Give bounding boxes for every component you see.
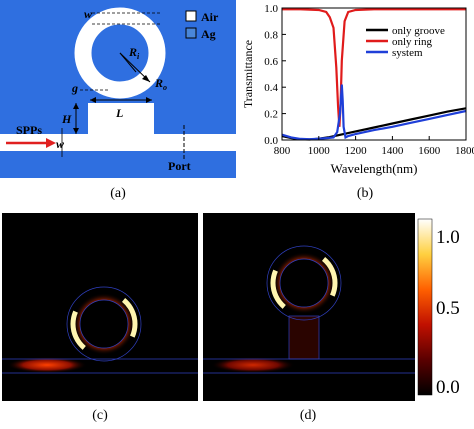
colorbar-gradient — [417, 218, 433, 396]
label-h: H — [61, 112, 72, 126]
ring-field-top — [70, 290, 138, 358]
legend-air-swatch — [185, 10, 197, 22]
ring-resonator — [74, 7, 166, 99]
series-line-system — [281, 84, 467, 141]
ro-arrowhead — [142, 75, 150, 82]
y-tick-label-1.0: 1.0 — [264, 3, 278, 15]
caption-a: (a) — [110, 186, 126, 201]
ring-field-top — [270, 249, 338, 317]
legend-air-label: Air — [201, 10, 219, 24]
legend-ag-label: Ag — [201, 27, 216, 41]
legend-label-1: only ring — [392, 36, 433, 48]
y-axis-label: Transmittance — [241, 40, 255, 108]
legend-ag-swatch — [185, 27, 197, 39]
x-tick-label-1400: 1400 — [381, 145, 404, 157]
x-tick-label-1600: 1600 — [418, 145, 441, 157]
caption-d: (d) — [299, 408, 317, 423]
x-tick-label-1200: 1200 — [345, 145, 368, 157]
caption-c: (c) — [92, 408, 108, 423]
spps-arrowhead — [46, 138, 56, 148]
y-tick-label-0.8: 0.8 — [264, 29, 278, 41]
h-arrow-bottom — [73, 128, 79, 134]
y-tick-label-0.2: 0.2 — [264, 109, 278, 121]
colorbar-tick-1: 1.0 — [436, 227, 460, 248]
label-ri: Ri — [128, 45, 140, 61]
y-tick-label-0.0: 0.0 — [264, 135, 278, 147]
label-ro: Ro — [154, 76, 167, 92]
ring-outline-inner — [279, 258, 329, 308]
label-l: L — [115, 106, 123, 120]
colorbar-tick-0.5: 0.5 — [436, 298, 460, 319]
x-axis-label: Wavelength(nm) — [330, 161, 417, 176]
panel-c-field-map — [2, 213, 198, 401]
series-line-only-groove — [281, 107, 467, 141]
l-arrow-left — [90, 97, 96, 103]
l-arrow-right — [146, 97, 152, 103]
waveguide-hotspot — [211, 357, 295, 373]
colorbar-tick-0: 0.0 — [436, 377, 460, 398]
label-port: Port — [168, 159, 191, 173]
label-spps: SPPs — [16, 123, 42, 137]
panel-a-schematic: Air Ag w Ri Ro g H L SPPs w Port — [0, 0, 236, 178]
ring-outline-outer — [266, 245, 342, 321]
x-tick-label-1000: 1000 — [308, 145, 331, 157]
label-w-top: w — [84, 7, 93, 21]
plot-frame — [281, 7, 467, 141]
h-arrow-top — [73, 103, 79, 109]
groove-field — [289, 316, 319, 359]
groove — [88, 103, 154, 136]
panel-d-field-map — [203, 213, 415, 401]
waveguide-channel — [0, 134, 236, 151]
y-tick-label-0.6: 0.6 — [264, 56, 278, 68]
label-w-bottom: w — [56, 137, 65, 151]
ring-outline-outer — [66, 286, 142, 362]
legend-label-2: system — [392, 47, 423, 59]
label-g: g — [71, 81, 78, 95]
legend-label-0: only groove — [392, 25, 445, 37]
caption-b: (b) — [356, 186, 374, 201]
ring-outline-inner — [79, 299, 129, 349]
x-tick-label-800: 800 — [274, 145, 291, 157]
y-tick-label-0.4: 0.4 — [264, 82, 278, 94]
waveguide-hotspot — [7, 357, 87, 373]
colorbar: 1.0 0.5 0.0 — [417, 218, 460, 398]
